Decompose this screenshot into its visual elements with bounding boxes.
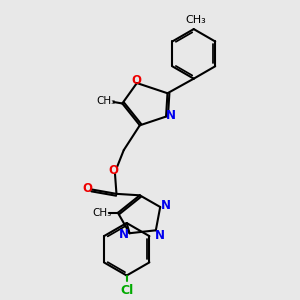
Text: N: N (166, 110, 176, 122)
Text: N: N (155, 229, 165, 242)
Text: CH₃: CH₃ (97, 95, 116, 106)
Text: Cl: Cl (120, 284, 133, 297)
Text: CH₃: CH₃ (92, 208, 112, 218)
Text: O: O (131, 74, 141, 87)
Text: O: O (109, 164, 118, 177)
Text: N: N (119, 228, 129, 241)
Text: O: O (82, 182, 92, 194)
Text: CH₃: CH₃ (186, 15, 206, 25)
Text: N: N (161, 199, 171, 212)
